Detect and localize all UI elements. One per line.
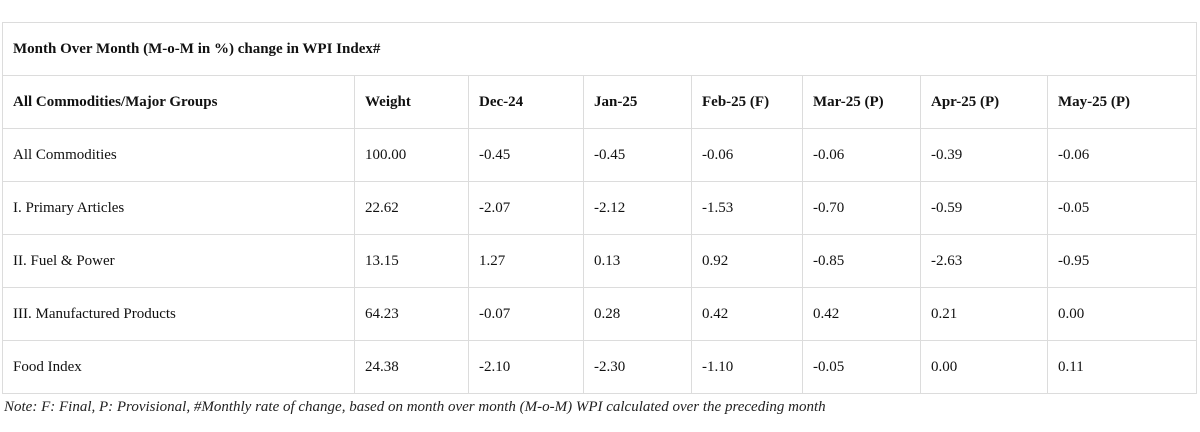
- value-cell: -0.39: [920, 128, 1048, 182]
- row-label: I. Primary Articles: [2, 181, 355, 235]
- weight-cell: 100.00: [354, 128, 469, 182]
- table-row: All Commodities 100.00 -0.45 -0.45 -0.06…: [2, 128, 1197, 182]
- value-cell: -1.53: [691, 181, 803, 235]
- table-row: Food Index 24.38 -2.10 -2.30 -1.10 -0.05…: [2, 340, 1197, 394]
- table-row: II. Fuel & Power 13.15 1.27 0.13 0.92 -0…: [2, 234, 1197, 288]
- weight-cell: 24.38: [354, 340, 469, 394]
- weight-cell: 22.62: [354, 181, 469, 235]
- column-header-group: All Commodities/Major Groups: [2, 75, 355, 129]
- value-cell: -0.45: [583, 128, 692, 182]
- column-header-mar-25: Mar-25 (P): [802, 75, 921, 129]
- value-cell: -0.06: [1047, 128, 1197, 182]
- value-cell: -0.45: [468, 128, 584, 182]
- value-cell: -2.12: [583, 181, 692, 235]
- row-label: II. Fuel & Power: [2, 234, 355, 288]
- row-label: III. Manufactured Products: [2, 287, 355, 341]
- value-cell: -0.06: [802, 128, 921, 182]
- table-title: Month Over Month (M-o-M in %) change in …: [2, 22, 1197, 76]
- value-cell: -0.05: [802, 340, 921, 394]
- value-cell: -2.63: [920, 234, 1048, 288]
- value-cell: -0.95: [1047, 234, 1197, 288]
- value-cell: -0.05: [1047, 181, 1197, 235]
- wpi-table-container: Month Over Month (M-o-M in %) change in …: [2, 22, 1197, 394]
- value-cell: 0.21: [920, 287, 1048, 341]
- table-footnote: Note: F: Final, P: Provisional, #Monthly…: [4, 399, 826, 415]
- value-cell: 0.42: [802, 287, 921, 341]
- column-header-may-25: May-25 (P): [1047, 75, 1197, 129]
- value-cell: 0.00: [920, 340, 1048, 394]
- value-cell: -0.70: [802, 181, 921, 235]
- column-header-dec-24: Dec-24: [468, 75, 584, 129]
- value-cell: -1.10: [691, 340, 803, 394]
- value-cell: -0.59: [920, 181, 1048, 235]
- value-cell: 0.11: [1047, 340, 1197, 394]
- value-cell: -2.07: [468, 181, 584, 235]
- weight-cell: 64.23: [354, 287, 469, 341]
- column-header-apr-25: Apr-25 (P): [920, 75, 1048, 129]
- value-cell: -2.10: [468, 340, 584, 394]
- value-cell: 0.28: [583, 287, 692, 341]
- column-header-jan-25: Jan-25: [583, 75, 692, 129]
- value-cell: -0.07: [468, 287, 584, 341]
- value-cell: 1.27: [468, 234, 584, 288]
- value-cell: -2.30: [583, 340, 692, 394]
- table-row: III. Manufactured Products 64.23 -0.07 0…: [2, 287, 1197, 341]
- column-header-feb-25: Feb-25 (F): [691, 75, 803, 129]
- row-label: All Commodities: [2, 128, 355, 182]
- value-cell: 0.92: [691, 234, 803, 288]
- value-cell: 0.00: [1047, 287, 1197, 341]
- value-cell: -0.85: [802, 234, 921, 288]
- weight-cell: 13.15: [354, 234, 469, 288]
- row-label: Food Index: [2, 340, 355, 394]
- value-cell: -0.06: [691, 128, 803, 182]
- column-header-weight: Weight: [354, 75, 469, 129]
- wpi-mom-table: Month Over Month (M-o-M in %) change in …: [2, 22, 1197, 394]
- value-cell: 0.13: [583, 234, 692, 288]
- table-header-row: All Commodities/Major Groups Weight Dec-…: [2, 75, 1197, 129]
- table-row: I. Primary Articles 22.62 -2.07 -2.12 -1…: [2, 181, 1197, 235]
- value-cell: 0.42: [691, 287, 803, 341]
- table-title-row: Month Over Month (M-o-M in %) change in …: [2, 22, 1197, 76]
